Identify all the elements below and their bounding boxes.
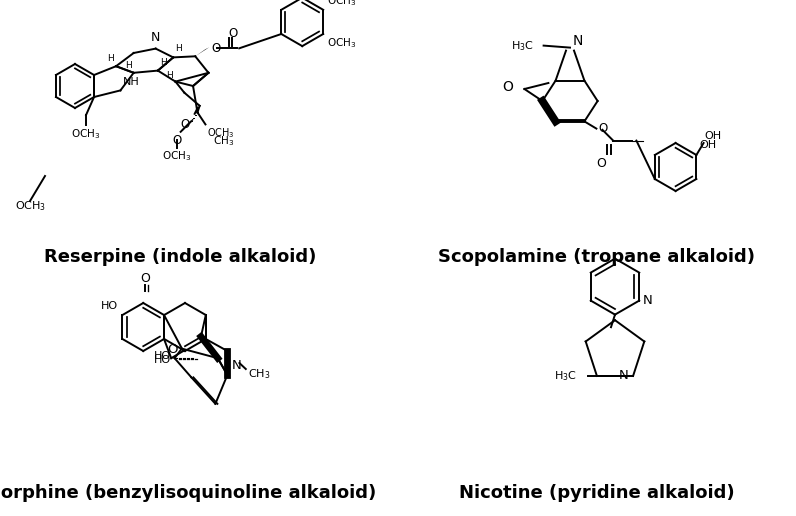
Text: N: N (232, 359, 241, 372)
Text: OCH$_3$: OCH$_3$ (72, 127, 101, 141)
Text: H$_3$C: H$_3$C (554, 369, 577, 383)
Text: NH: NH (123, 77, 139, 87)
Text: O: O (228, 27, 238, 40)
Text: H: H (166, 71, 173, 79)
Text: HO: HO (101, 301, 119, 311)
Text: Reserpine (indole alkaloid): Reserpine (indole alkaloid) (44, 248, 316, 266)
Text: O: O (172, 134, 181, 147)
Text: H: H (107, 54, 114, 63)
Text: N: N (151, 30, 160, 43)
Text: HO: HO (154, 351, 170, 361)
Text: OCH$_3$: OCH$_3$ (162, 149, 191, 163)
Text: O: O (596, 157, 606, 170)
Text: Morphine (benzylisoquinoline alkaloid): Morphine (benzylisoquinoline alkaloid) (0, 484, 377, 502)
Text: H: H (160, 58, 166, 67)
Text: Scopolamine (tropane alkaloid): Scopolamine (tropane alkaloid) (439, 248, 755, 266)
Text: O: O (181, 118, 189, 131)
Text: OCH$_3$: OCH$_3$ (327, 36, 357, 50)
Text: OCH$_3$: OCH$_3$ (327, 0, 357, 8)
Text: O: O (211, 42, 220, 55)
Text: OCH$_3$: OCH$_3$ (15, 199, 46, 213)
Text: H$_3$C: H$_3$C (511, 39, 534, 53)
Text: H: H (175, 44, 182, 53)
Text: O: O (168, 343, 178, 356)
Text: N: N (618, 369, 628, 382)
Text: H: H (125, 61, 131, 70)
Polygon shape (195, 47, 209, 56)
Text: OH: OH (700, 140, 716, 150)
Text: OH: OH (704, 131, 722, 140)
Text: O: O (599, 122, 608, 135)
Text: O: O (502, 80, 513, 94)
Text: HO: HO (154, 355, 170, 365)
Text: CH$_3$: CH$_3$ (213, 134, 235, 148)
Text: O: O (140, 272, 150, 285)
Text: CH$_3$: CH$_3$ (248, 367, 271, 381)
Text: N: N (643, 294, 653, 307)
Text: OCH$_3$: OCH$_3$ (208, 126, 235, 140)
Text: N: N (573, 34, 583, 47)
Text: Nicotine (pyridine alkaloid): Nicotine (pyridine alkaloid) (459, 484, 735, 502)
